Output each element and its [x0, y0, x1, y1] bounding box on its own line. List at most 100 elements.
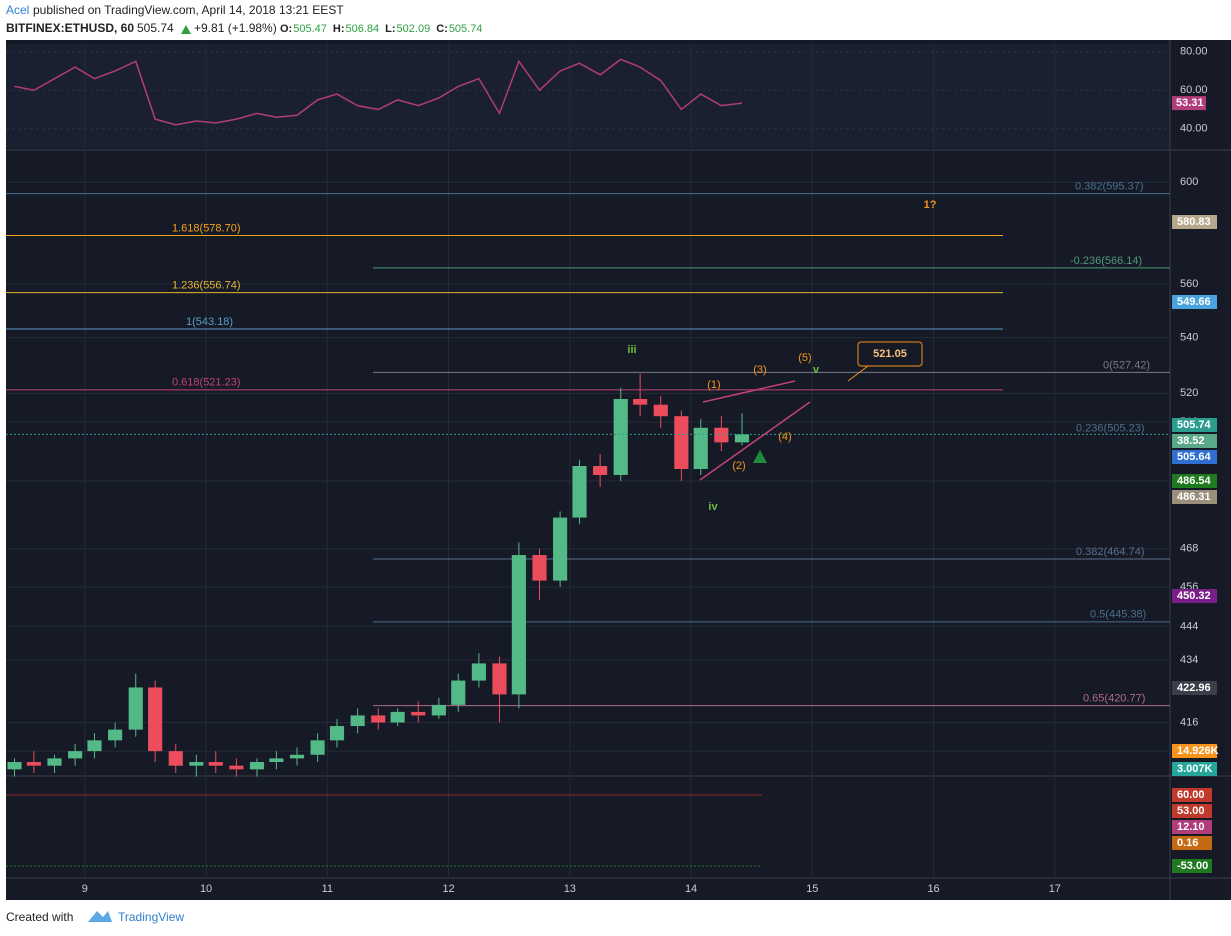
candle-body: [7, 762, 22, 770]
fib-label: 0.618(521.23): [172, 377, 241, 389]
candle-body: [532, 555, 547, 581]
price-badge-text: 580.83: [1177, 216, 1211, 228]
callout-text: 521.05: [873, 348, 907, 360]
candle-body: [613, 399, 628, 475]
candle-body: [229, 765, 244, 770]
x-tick-label: 14: [685, 883, 697, 895]
price-badge-text: 505.64: [1177, 451, 1212, 463]
y-tick-label: 600: [1180, 176, 1198, 188]
fib-label: 1(543.18): [186, 316, 233, 328]
price-badge: [1172, 490, 1217, 504]
osc-badge-text: 53.00: [1177, 805, 1205, 817]
candle-body: [128, 687, 143, 730]
candle-body: [653, 404, 668, 417]
symbol: BITFINEX:ETHUSD, 60: [6, 21, 134, 35]
candle-body: [310, 740, 325, 755]
footer-brand[interactable]: TradingView: [118, 910, 184, 924]
candle-body: [249, 762, 265, 770]
x-tick-label: 10: [200, 883, 212, 895]
candle-body: [714, 427, 729, 443]
fib-label: 0.5(445.38): [1090, 609, 1146, 621]
candle-body: [734, 434, 750, 443]
candle-body: [390, 711, 405, 723]
signal-triangle: [753, 450, 767, 463]
price-badge: [1172, 474, 1217, 488]
osc-badge: [1172, 788, 1212, 802]
osc-badge: [1172, 836, 1212, 850]
candle-body: [289, 754, 305, 759]
candle-body: [47, 758, 62, 766]
candle-body: [553, 517, 568, 581]
price-badge: [1172, 295, 1217, 309]
ohlc-value: 502.09: [397, 23, 431, 35]
rsi-line: [14, 58, 743, 126]
candle-body: [371, 715, 386, 723]
rsi-tick-label: 80.00: [1180, 46, 1208, 58]
candle-body: [148, 687, 163, 752]
fib-label: 1.236(556.74): [172, 280, 241, 292]
fib-label: 0.382(595.37): [1075, 181, 1144, 193]
candle-body: [431, 704, 446, 716]
wave-label: (1): [707, 379, 720, 391]
last-price: 505.74: [137, 21, 174, 35]
candle-body: [68, 751, 83, 759]
price-badge-text: 422.96: [1177, 682, 1211, 694]
callout-box: [857, 341, 923, 367]
osc-badge-text: 60.00: [1177, 789, 1205, 801]
candle-body: [593, 466, 608, 475]
ohlc-key: H:: [333, 23, 345, 35]
price-badge-text: 450.32: [1177, 590, 1211, 602]
candle-body: [26, 762, 41, 766]
candle-body: [87, 740, 102, 752]
wave-label: (4): [778, 431, 791, 443]
candle-body: [693, 427, 708, 469]
wave-label: 1?: [924, 199, 937, 211]
x-tick-label: 17: [1049, 883, 1061, 895]
wave-label: (5): [798, 352, 811, 364]
price-badge: [1172, 418, 1217, 432]
y-tick-label: 520: [1180, 387, 1198, 399]
candle-body: [108, 729, 123, 741]
price-badge: [1172, 762, 1217, 776]
price-badge-text: 38.52: [1177, 435, 1205, 447]
osc-badge-text: 12.10: [1177, 821, 1205, 833]
rsi-pane: [6, 44, 1170, 148]
author[interactable]: Acel: [6, 3, 29, 17]
x-tick-label: 11: [322, 883, 333, 895]
fib-label: 0.65(420.77): [1083, 693, 1145, 705]
ohlc-key: O:: [280, 23, 292, 35]
x-tick-label: 15: [806, 883, 818, 895]
candle-body: [471, 663, 486, 681]
candle-body: [168, 751, 183, 766]
fib-label: -0.236(566.14): [1070, 255, 1142, 267]
ohlc-key: C:: [436, 23, 448, 35]
fib-label: 1.618(578.70): [172, 222, 241, 234]
osc-badge: [1172, 859, 1212, 873]
fib-label: 0.236(505.23): [1076, 423, 1145, 435]
trend-line: [699, 401, 811, 481]
ohlc-value: 506.84: [346, 23, 380, 35]
y-tick-label: 444: [1180, 620, 1198, 632]
rsi-badge-text: 53.31: [1176, 97, 1204, 109]
rsi-tick-label: 40.00: [1180, 123, 1208, 135]
osc-badge: [1172, 820, 1212, 834]
osc-badge-text: 0.16: [1177, 837, 1198, 849]
price-badge-text: 486.31: [1177, 491, 1211, 503]
callout-pointer: [847, 365, 869, 382]
wave-label: v: [813, 364, 820, 376]
published: published on TradingView.com, April 14, …: [33, 3, 344, 17]
wave-label: (2): [732, 460, 745, 472]
price-badge: [1172, 681, 1217, 695]
x-tick-label: 13: [564, 883, 576, 895]
footer-created: Created with: [6, 910, 73, 924]
wave-label: iv: [708, 501, 718, 513]
x-tick-label: 9: [82, 883, 88, 895]
y-tick-label: 434: [1180, 654, 1198, 666]
candle-body: [633, 399, 648, 405]
candle-body: [572, 466, 587, 518]
ohlc-value: 505.74: [449, 23, 483, 35]
price-badge: [1172, 215, 1217, 229]
candle-body: [411, 711, 426, 716]
ohlc-value: 505.47: [293, 23, 327, 35]
